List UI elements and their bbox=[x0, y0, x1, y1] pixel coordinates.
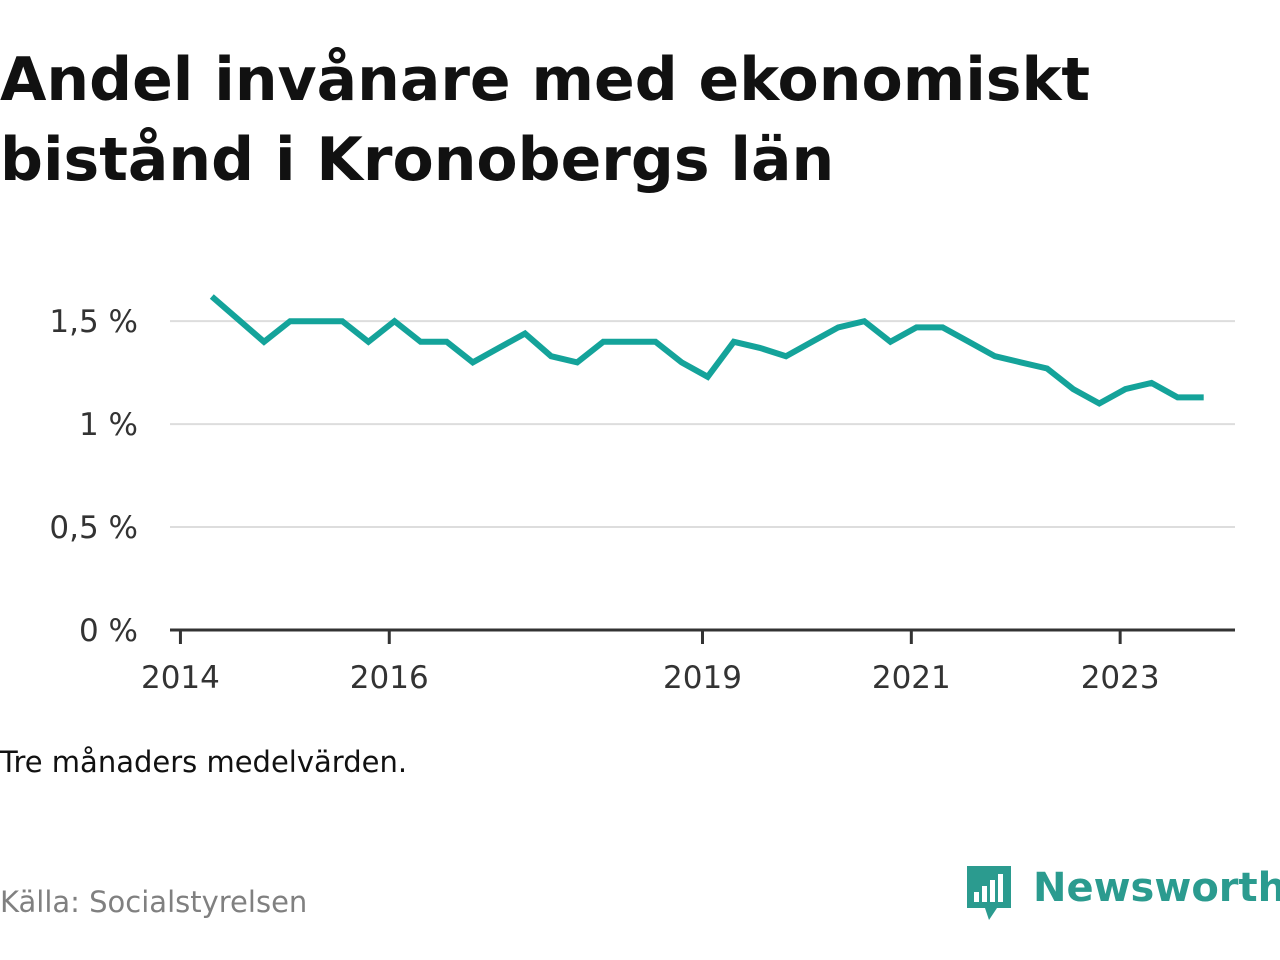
y-axis-labels: 0 % 0,5 % 1 % 1,5 % bbox=[49, 304, 138, 649]
newsworthy-logo: Newsworthy bbox=[963, 862, 1280, 926]
gridlines bbox=[170, 320, 1235, 529]
newsworthy-chart-icon bbox=[967, 866, 1011, 920]
series-line bbox=[209, 294, 1204, 407]
x-tick-label: 2019 bbox=[663, 660, 742, 696]
chart-note: Tre månaders medelvärden. bbox=[0, 745, 408, 779]
y-tick-label: 1 % bbox=[79, 407, 138, 443]
x-tick-label: 2021 bbox=[872, 660, 951, 696]
line-chart: 0 % 0,5 % 1 % 1,5 % 2014 2016 2019 2021 2023 bbox=[49, 294, 1235, 696]
x-tick-label: 2016 bbox=[350, 660, 429, 696]
series-layer bbox=[209, 294, 1204, 407]
chart-title: Andel invånare med ekonomiskt bistånd i … bbox=[0, 45, 1091, 195]
x-tick-label: 2023 bbox=[1081, 660, 1160, 696]
y-tick-label: 0,5 % bbox=[49, 510, 138, 546]
y-tick-label: 1,5 % bbox=[49, 304, 138, 340]
x-axis: 2014 2016 2019 2021 2023 bbox=[141, 628, 1235, 696]
y-tick-label: 0 % bbox=[79, 613, 138, 649]
source-label: Källa: Socialstyrelsen bbox=[0, 885, 308, 919]
brand-name: Newsworthy bbox=[1033, 865, 1280, 911]
x-tick-label: 2014 bbox=[141, 660, 220, 696]
